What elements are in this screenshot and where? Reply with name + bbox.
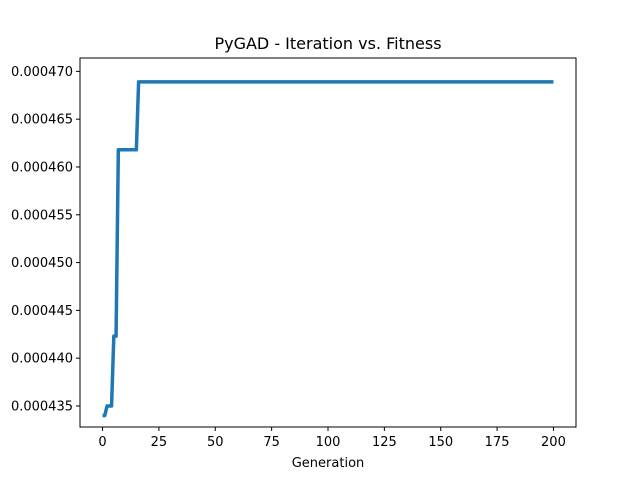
x-tick-label: 75 bbox=[263, 435, 280, 450]
x-tick-label: 175 bbox=[485, 435, 510, 450]
x-axis-label: Generation bbox=[292, 456, 365, 471]
series-layer bbox=[102, 80, 554, 418]
x-axis-ticks: 0 25 50 75 100 125 150 175 200 bbox=[98, 427, 566, 450]
y-tick-label: 0.000435 bbox=[11, 399, 73, 414]
x-tick-label: 200 bbox=[541, 435, 566, 450]
series-line-fitness bbox=[102, 80, 554, 418]
x-tick-label: 0 bbox=[98, 435, 106, 450]
x-tick-label: 150 bbox=[428, 435, 453, 450]
y-tick-label: 0.000465 bbox=[11, 113, 73, 128]
y-tick-label: 0.000450 bbox=[11, 256, 73, 271]
axes-frame bbox=[79, 57, 577, 428]
y-tick-label: 0.000455 bbox=[11, 208, 73, 223]
chart-title: PyGAD - Iteration vs. Fitness bbox=[214, 34, 441, 53]
y-tick-label: 0.000440 bbox=[11, 352, 73, 367]
x-tick-label: 125 bbox=[372, 435, 397, 450]
y-tick-label: 0.000460 bbox=[11, 160, 73, 175]
x-tick-label: 25 bbox=[151, 435, 168, 450]
y-tick-label: 0.000445 bbox=[11, 304, 73, 319]
x-tick-label: 100 bbox=[316, 435, 341, 450]
x-tick-label: 50 bbox=[207, 435, 224, 450]
y-tick-label: 0.000470 bbox=[11, 65, 73, 80]
y-axis-ticks: 0.000435 0.000440 0.000445 0.000450 0.000455… bbox=[11, 65, 80, 414]
